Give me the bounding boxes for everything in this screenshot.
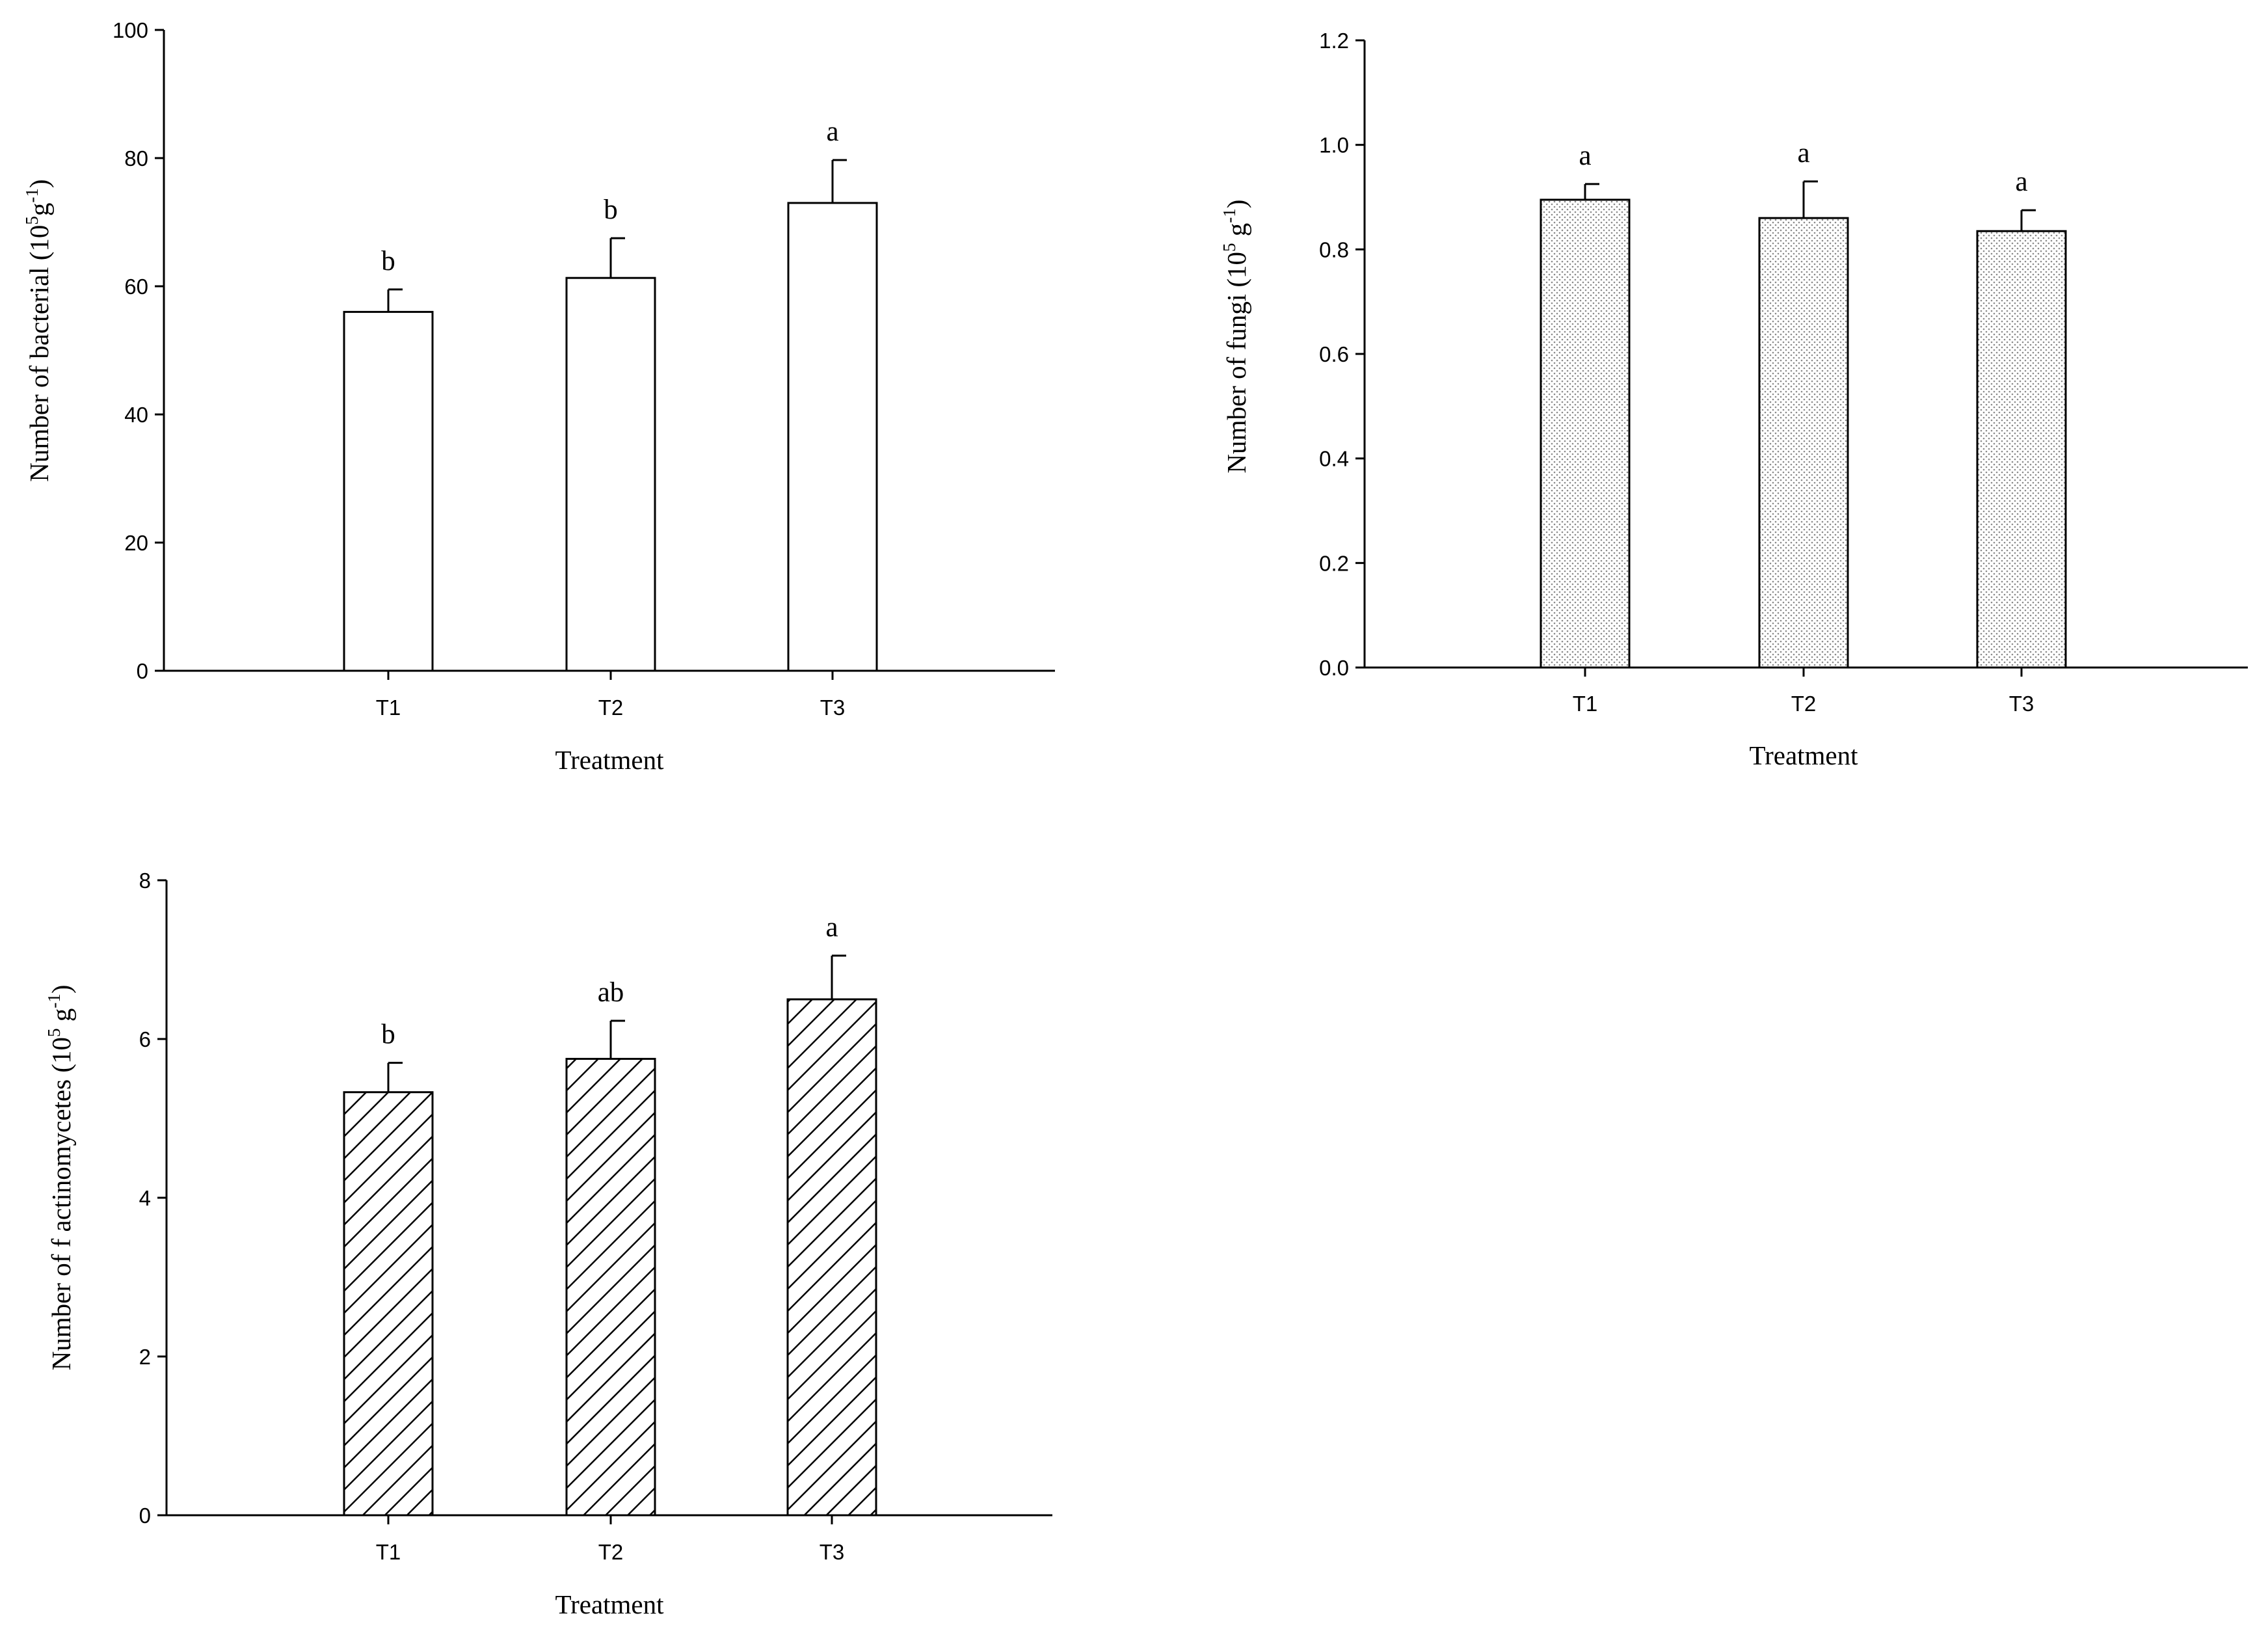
x-tick-label: T1 [376,695,401,720]
bar-t3 [1976,230,2067,669]
y-tick-group: 0 2 4 6 8 [139,869,167,1528]
y-tick-label: 4 [139,1186,151,1210]
bar-t1 [1540,198,1631,669]
y-tick-group: 0.0 0.2 0.4 0.6 0.8 1.0 1.2 [1319,29,1365,680]
y-axis-title: Number of bacterial (105g-1) [22,179,54,481]
chart-panel-bacteria: 0 20 40 60 80 100 b T1 b T2 a T3 Treatment Number … [22,18,1055,775]
y-tick-label: 1.2 [1319,29,1349,53]
y-tick-label: 100 [113,18,148,42]
bar-t2 [1758,217,1849,669]
chart-panel-fungi: 0.0 0.2 0.4 0.6 0.8 1.0 1.2 a T1 a T2 a T3 Treatmen… [1220,29,2248,770]
bar-t3 [786,998,877,1517]
x-tick-label: T3 [820,1540,845,1564]
y-tick-label: 0.8 [1319,237,1349,262]
y-tick-label: 6 [139,1027,151,1051]
y-tick-label: 0 [137,659,148,683]
x-axis-title: Treatment [555,745,664,775]
x-axis-title: Treatment [1749,740,1858,770]
significance-label: b [381,246,395,277]
significance-label: a [2015,167,2027,197]
significance-label: a [825,912,838,943]
y-tick-label: 40 [124,403,148,427]
y-tick-label: 8 [139,869,151,893]
bar-group: a T1 a T2 a T3 [1540,138,2067,716]
y-tick-label: 80 [124,146,148,170]
y-tick-label: 0.6 [1319,342,1349,366]
y-tick-label: 2 [139,1345,151,1369]
y-axis-title: Number of f actinomycetes (105 g-1) [44,985,76,1371]
x-tick-label: T2 [598,1540,624,1564]
bar-t3 [787,202,878,672]
x-tick-label: T2 [1791,692,1817,716]
x-tick-label: T1 [376,1540,401,1564]
significance-label: ab [598,977,624,1008]
y-tick-label: 0 [139,1504,151,1528]
significance-label: a [1579,141,1591,171]
significance-label: a [1797,138,1809,169]
y-tick-label: 0.0 [1319,656,1349,680]
y-tick-label: 0.2 [1319,551,1349,575]
bar-t1 [343,310,434,672]
y-tick-group: 0 20 40 60 80 100 [113,18,164,683]
bar-group: b T1 ab T2 a T3 [343,912,877,1564]
y-axis-title: Number of fungi (105 g-1) [1220,200,1251,474]
y-tick-label: 0.4 [1319,447,1349,471]
x-tick-label: T3 [2009,692,2035,716]
y-tick-label: 20 [124,531,148,555]
bar-t2 [565,277,656,672]
bar-group: b T1 b T2 a T3 [343,116,878,720]
significance-label: b [381,1019,395,1050]
y-tick-label: 60 [124,275,148,299]
y-tick-label: 1.0 [1319,133,1349,157]
chart-panel-actinomycetes: 0 2 4 6 8 b T1 ab T2 a T3 Treatment Number of f a… [44,869,1052,1619]
significance-label: b [604,195,618,225]
x-axis-title: Treatment [555,1589,664,1619]
significance-label: a [826,116,838,147]
x-tick-label: T1 [1573,692,1598,716]
x-tick-label: T2 [598,695,624,720]
bar-t1 [343,1091,434,1517]
x-tick-label: T3 [820,695,846,720]
bar-t2 [565,1058,656,1517]
